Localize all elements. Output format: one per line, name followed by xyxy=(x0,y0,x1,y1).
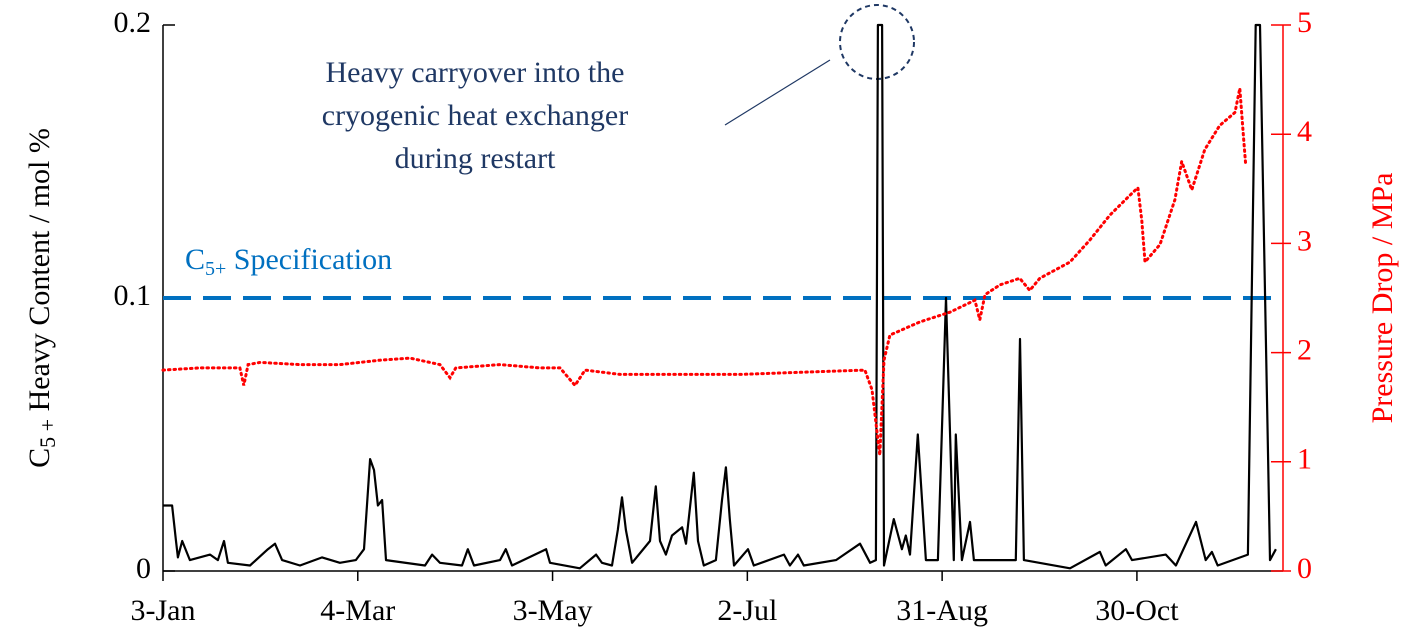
y2-tick-label: 0 xyxy=(1297,552,1312,585)
y2-tick-label: 5 xyxy=(1297,6,1312,39)
spec-sub: 5+ xyxy=(205,258,226,280)
y2-tick-label: 2 xyxy=(1297,333,1312,366)
series-line xyxy=(163,23,1277,570)
y-tick-label: 0.2 xyxy=(114,6,152,39)
x-tick-label: 2-Jul xyxy=(717,594,777,627)
x-tick-label: 3-Jan xyxy=(131,594,196,627)
annotation-line: cryogenic heat exchanger xyxy=(322,99,629,132)
y-label-sub: 5 + xyxy=(35,419,60,448)
y-label-rest: Heavy Content / mol % xyxy=(23,128,56,419)
y-label-base: C xyxy=(23,448,56,468)
x-tick-label: 31-Aug xyxy=(896,594,988,627)
annotation-line: Heavy carryover into the xyxy=(325,56,624,89)
x-tick-label: 30-Oct xyxy=(1095,594,1179,627)
y-tick-label: 0 xyxy=(136,552,151,585)
series-line xyxy=(161,88,1248,456)
annotation-line: during restart xyxy=(395,142,556,175)
y2-tick-label: 1 xyxy=(1297,443,1312,476)
spec-label: C5+ Specification xyxy=(185,243,392,280)
y2-tick-label: 3 xyxy=(1297,224,1312,257)
annotation-pointer xyxy=(724,59,831,126)
x-tick-label: 4-Mar xyxy=(320,594,395,627)
y2-tick-label: 4 xyxy=(1297,115,1312,148)
y2-axis-label: Pressure Drop / MPa xyxy=(1366,173,1399,424)
spec-base: C xyxy=(185,243,205,276)
y-tick-label: 0.1 xyxy=(114,279,152,312)
y-axis-label: C5 + Heavy Content / mol % xyxy=(23,128,60,468)
x-tick-label: 3-May xyxy=(513,594,593,627)
annotation: Heavy carryover into the cryogenic heat … xyxy=(322,4,915,175)
spec-rest: Specification xyxy=(226,243,392,276)
